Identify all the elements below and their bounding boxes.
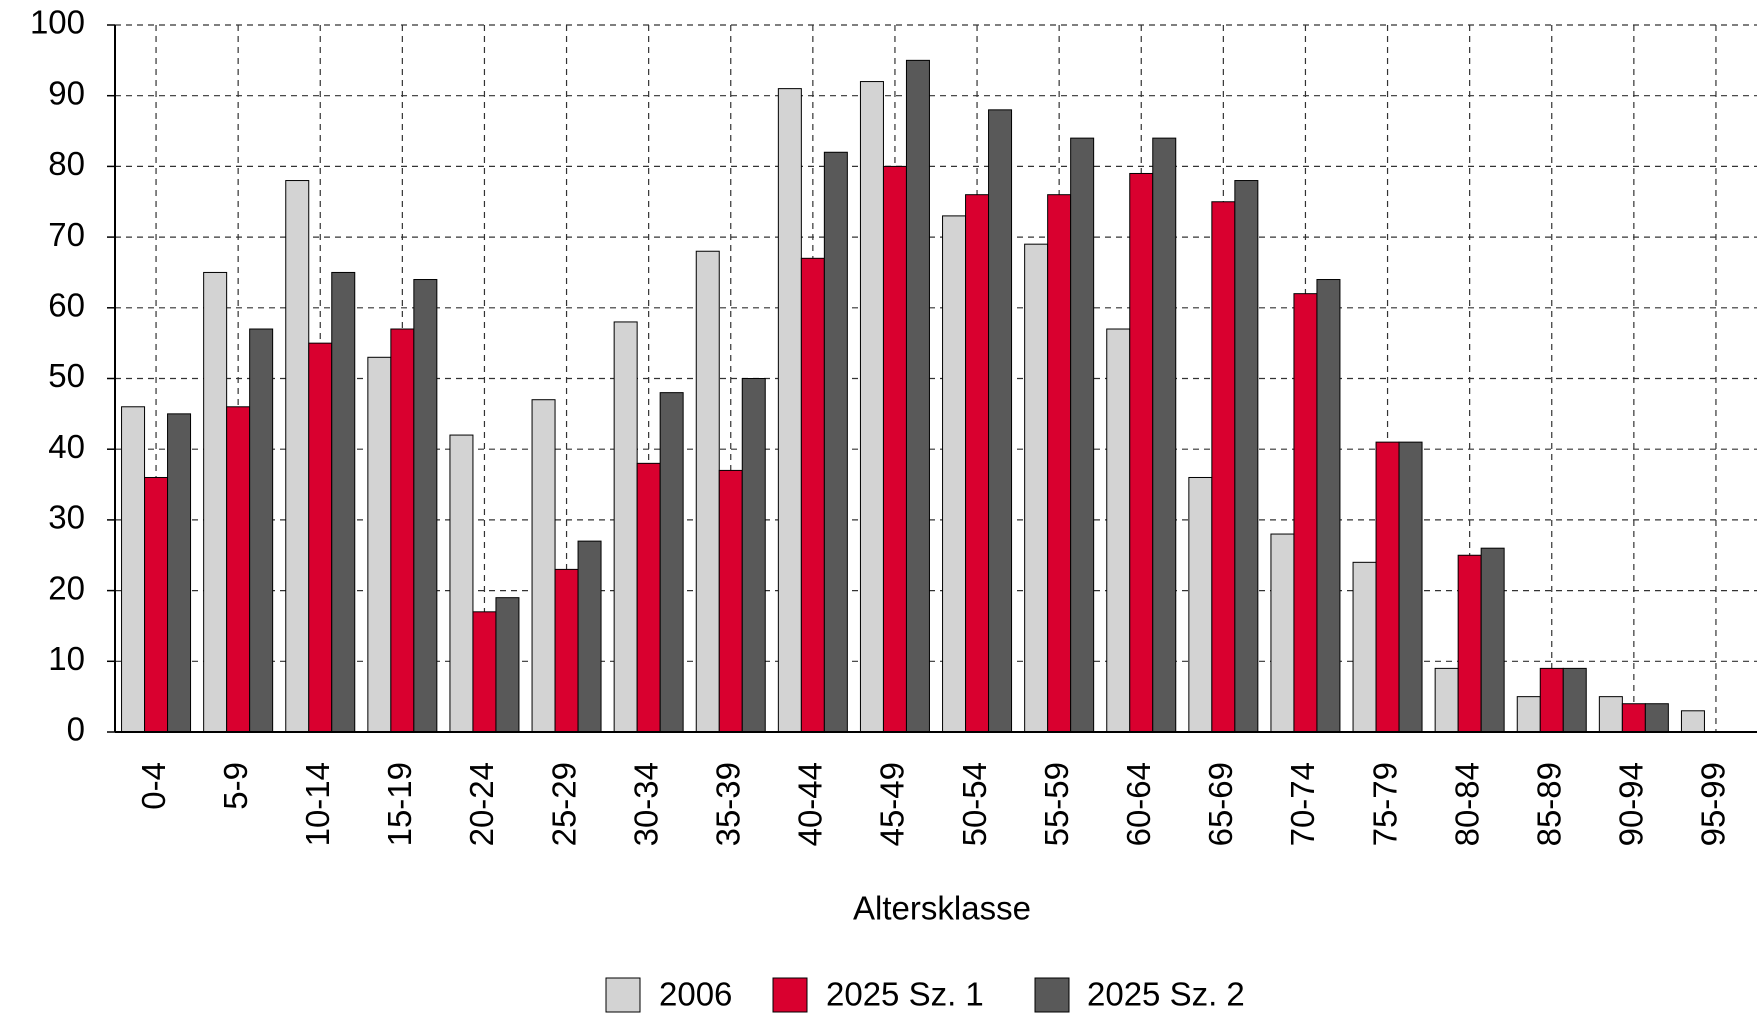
bar xyxy=(988,109,1013,733)
bar xyxy=(859,81,884,733)
x-axis-label: Altersklasse xyxy=(853,890,1031,927)
bar xyxy=(1152,137,1177,733)
x-tick-label: 15-19 xyxy=(381,762,418,846)
bar xyxy=(285,180,310,733)
x-tick-label: 20-24 xyxy=(463,762,500,846)
bar xyxy=(1316,279,1341,733)
bar xyxy=(613,321,638,733)
bar xyxy=(1211,201,1236,733)
bar xyxy=(942,215,967,733)
bar xyxy=(636,462,661,733)
x-tick-label: 35-39 xyxy=(709,762,746,846)
bar xyxy=(1621,703,1646,733)
bar xyxy=(905,59,930,733)
x-tick-label: 85-89 xyxy=(1530,762,1567,846)
y-tick-label: 0 xyxy=(67,711,85,748)
bar xyxy=(472,611,497,733)
bar xyxy=(1516,696,1541,733)
bar xyxy=(1539,667,1564,733)
bar xyxy=(1024,243,1049,733)
y-tick-label: 70 xyxy=(48,216,85,253)
y-tick-label: 80 xyxy=(48,145,85,182)
bar xyxy=(449,434,474,733)
bar xyxy=(1644,703,1669,733)
bar xyxy=(203,271,228,733)
bar xyxy=(965,194,990,733)
y-tick-label: 50 xyxy=(48,357,85,394)
x-tick-label: 5-9 xyxy=(217,762,254,810)
y-tick-label: 10 xyxy=(48,640,85,677)
bar xyxy=(1434,667,1459,733)
bar xyxy=(1352,561,1377,733)
bar xyxy=(718,469,743,733)
bar xyxy=(1234,180,1259,733)
bar xyxy=(800,257,825,733)
bar xyxy=(495,597,520,733)
y-tick-label: 100 xyxy=(30,4,85,41)
bar xyxy=(1129,172,1154,733)
bar xyxy=(1047,194,1072,733)
bar xyxy=(1562,667,1587,733)
bar xyxy=(777,88,802,733)
legend-label: 2025 Sz. 2 xyxy=(1087,976,1245,1013)
bar xyxy=(308,342,333,733)
x-tick-label: 70-74 xyxy=(1284,762,1321,846)
x-tick-label: 45-49 xyxy=(874,762,911,846)
legend-label: 2025 Sz. 1 xyxy=(826,976,984,1013)
x-tick-label: 55-59 xyxy=(1038,762,1075,846)
bar xyxy=(741,378,766,733)
legend-label: 2006 xyxy=(659,976,732,1013)
x-tick-label: 40-44 xyxy=(792,762,829,846)
bar xyxy=(413,279,438,733)
bar xyxy=(823,151,848,733)
bar xyxy=(367,356,392,733)
x-tick-label: 60-64 xyxy=(1120,762,1157,846)
bar xyxy=(1457,554,1482,733)
bar xyxy=(695,250,720,733)
x-tick-label: 0-4 xyxy=(135,762,172,810)
bar xyxy=(1070,137,1095,733)
x-tick-label: 80-84 xyxy=(1448,762,1485,846)
bar xyxy=(1398,441,1423,733)
y-tick-label: 90 xyxy=(48,74,85,111)
bar xyxy=(1598,696,1623,733)
y-tick-label: 60 xyxy=(48,287,85,324)
bar xyxy=(554,568,579,733)
x-tick-label: 75-79 xyxy=(1366,762,1403,846)
legend-swatch xyxy=(605,977,641,1013)
bar xyxy=(1375,441,1400,733)
bar xyxy=(577,540,602,733)
legend-swatch xyxy=(1034,977,1070,1013)
legend-swatch xyxy=(772,977,808,1013)
y-tick-label: 30 xyxy=(48,499,85,536)
bar xyxy=(249,328,274,733)
x-tick-label: 95-99 xyxy=(1695,762,1732,846)
bar xyxy=(226,406,251,733)
x-tick-label: 65-69 xyxy=(1202,762,1239,846)
bar xyxy=(390,328,415,733)
x-tick-label: 10-14 xyxy=(299,762,336,846)
bar xyxy=(121,406,146,733)
y-tick-label: 20 xyxy=(48,569,85,606)
bar xyxy=(1293,293,1318,733)
bar xyxy=(1188,476,1213,733)
y-tick-label: 40 xyxy=(48,428,85,465)
bar xyxy=(1106,328,1131,733)
x-tick-label: 90-94 xyxy=(1613,762,1650,846)
bar xyxy=(1270,533,1295,733)
bar xyxy=(659,392,684,733)
bar xyxy=(167,413,192,733)
x-tick-label: 25-29 xyxy=(545,762,582,846)
x-tick-label: 30-34 xyxy=(627,762,664,846)
bar xyxy=(1680,710,1705,733)
bar xyxy=(882,165,907,733)
bar xyxy=(331,271,356,733)
bar xyxy=(531,399,556,733)
x-tick-label: 50-54 xyxy=(956,762,993,846)
bar xyxy=(1480,547,1505,733)
bar xyxy=(144,476,169,733)
